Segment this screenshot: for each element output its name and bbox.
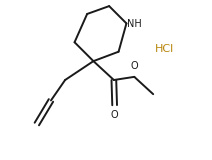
Text: HCl: HCl [155,44,175,54]
Text: O: O [111,110,119,120]
Text: NH: NH [127,19,142,29]
Text: O: O [131,61,138,71]
